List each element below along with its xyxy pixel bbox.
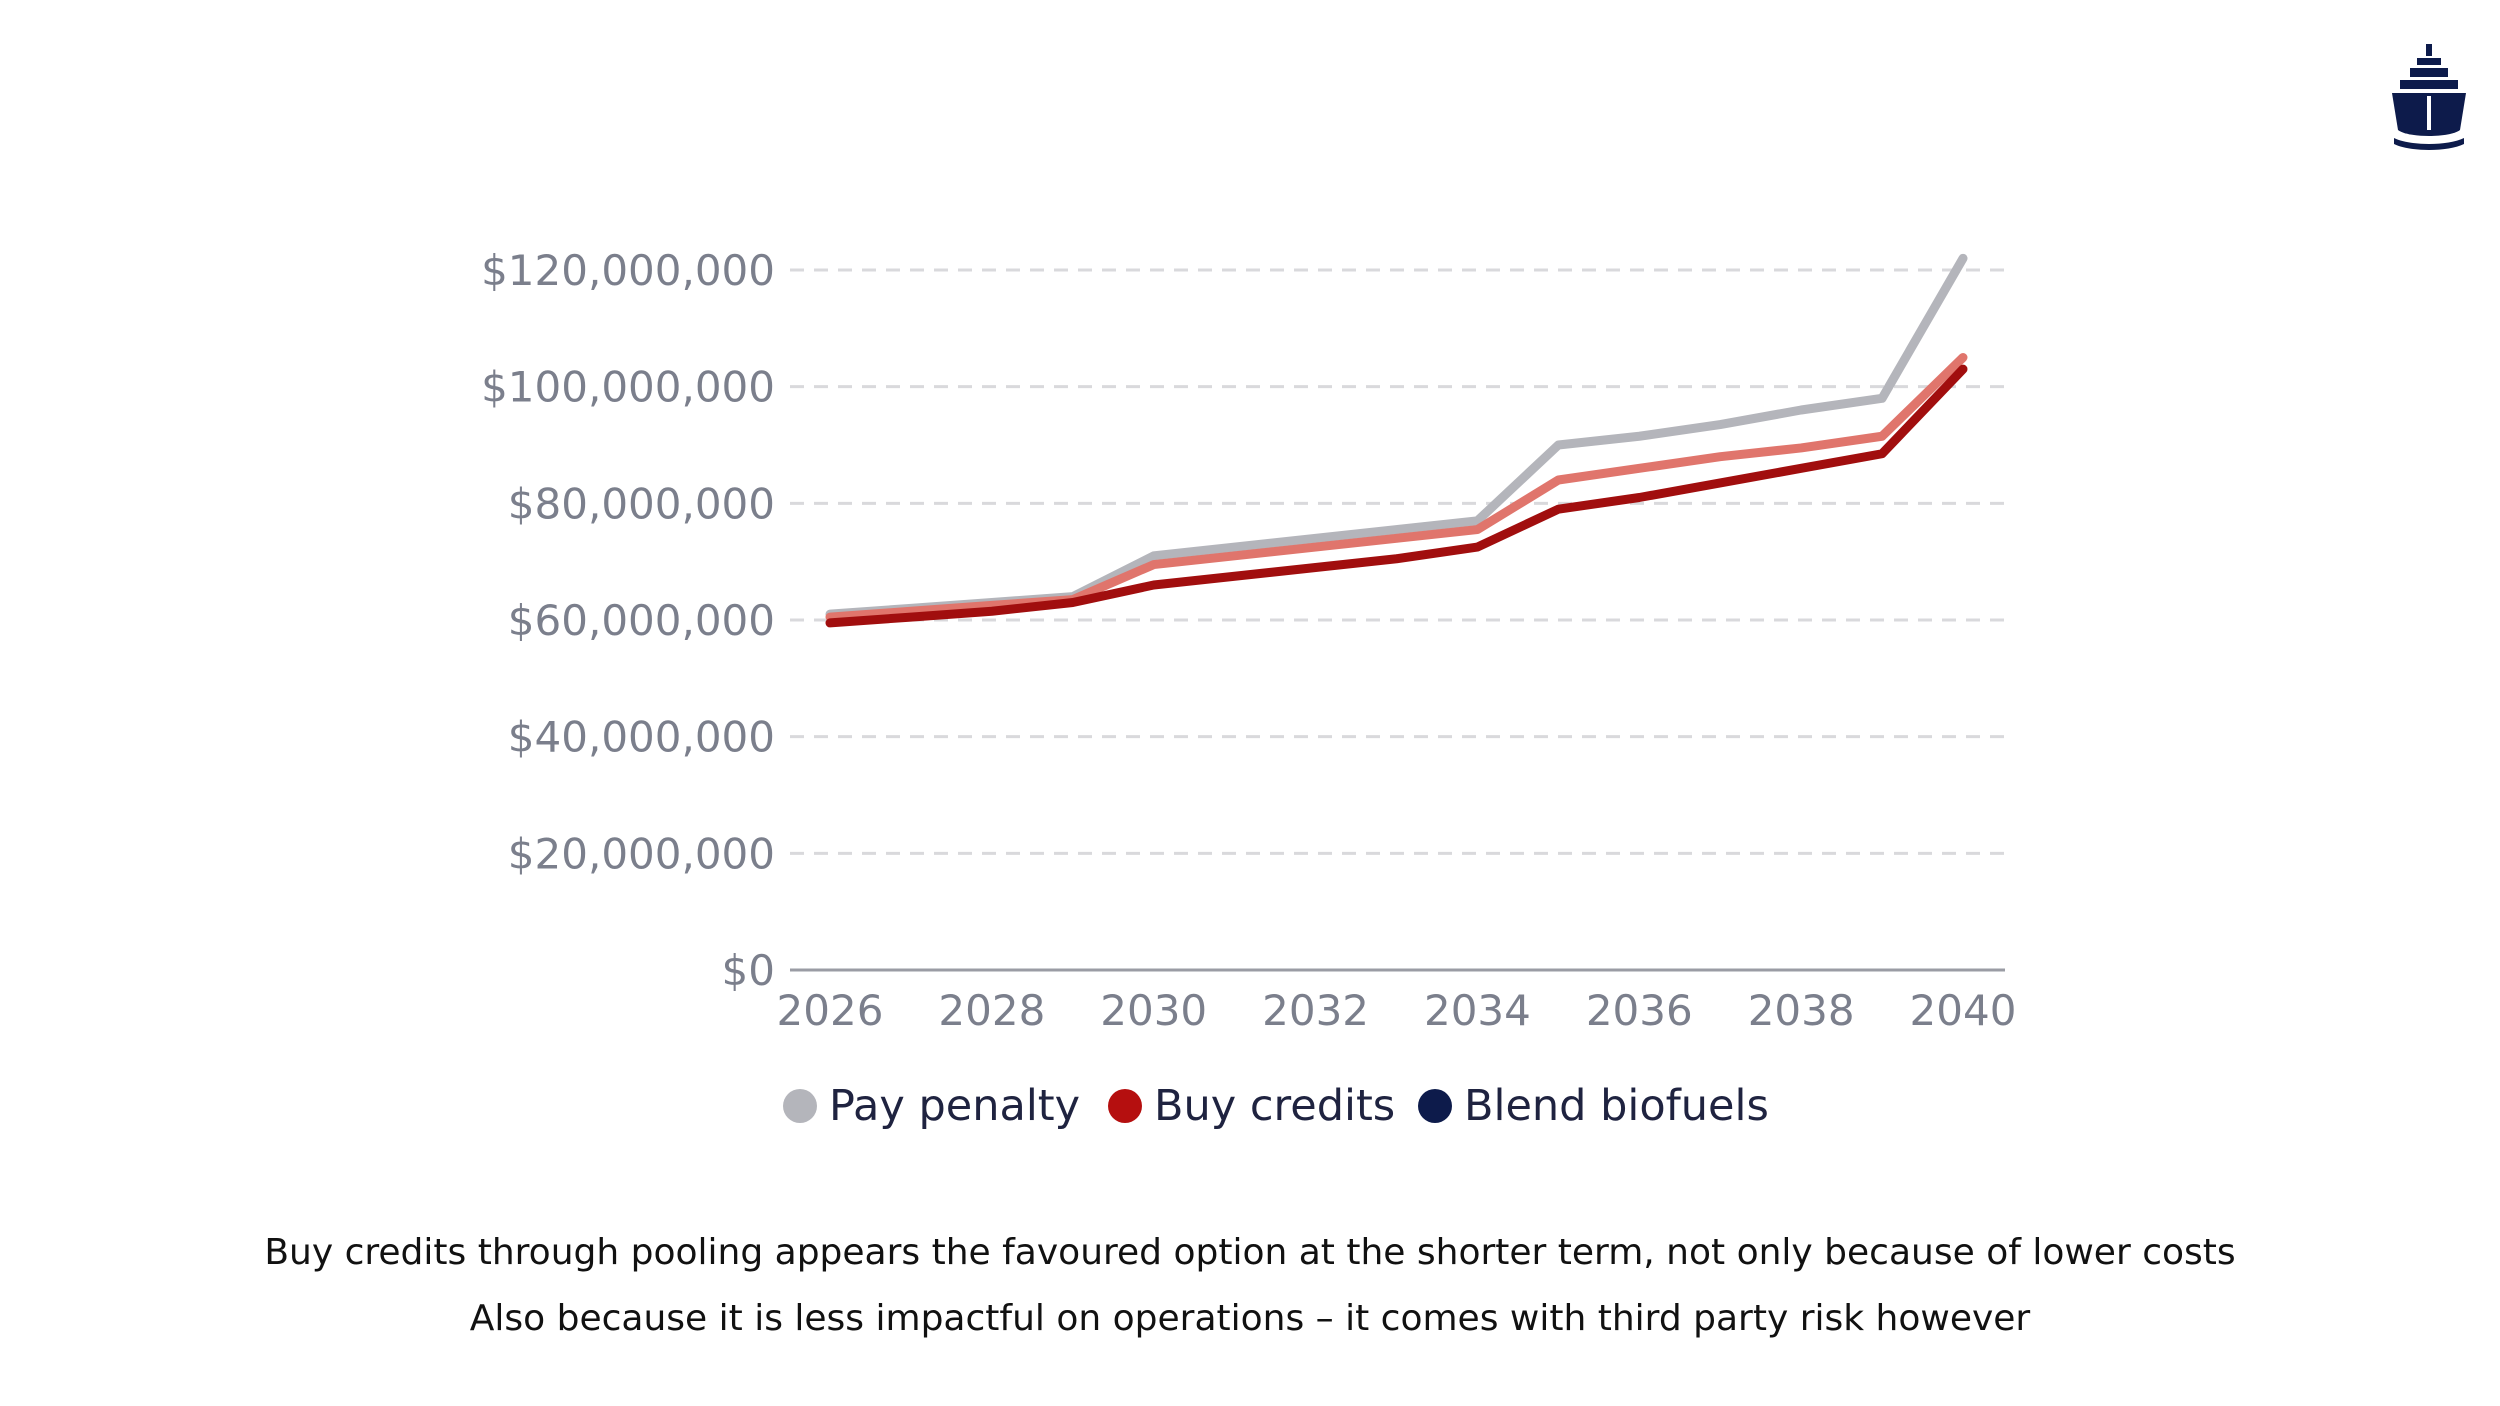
legend: Pay penalty Buy credits Blend biofuels [783,1081,1769,1131]
line-chart: $0 $20,000,000 $40,000,000 $60,000,000 $80,0… [481,246,2017,1131]
caption-line-2: Also because it is less impactful on ope… [469,1298,2031,1339]
x-axis-ticks: 2026 2028 2030 2032 2034 2036 2038 2040 [777,986,2017,1035]
legend-label: Buy credits [1154,1081,1395,1131]
series-line-buy-credits [825,353,1968,622]
x-tick-label: 2034 [1424,986,1531,1035]
y-axis-ticks: $0 $20,000,000 $40,000,000 $60,000,000 $80,0… [481,246,775,995]
y-tick-label: $100,000,000 [481,363,775,412]
legend-swatch [1108,1089,1142,1123]
ship-icon [2390,44,2468,150]
y-tick-label: $40,000,000 [508,713,775,762]
y-tick-label: $0 [722,946,775,995]
legend-item: Blend biofuels [1418,1081,1769,1131]
legend-item: Buy credits [1108,1081,1395,1131]
x-tick-label: 2030 [1100,986,1207,1035]
caption-line-1: Buy credits through pooling appears the … [264,1232,2236,1273]
y-tick-label: $80,000,000 [508,479,775,528]
legend-label: Pay penalty [829,1081,1080,1131]
series-lines [825,253,1968,628]
y-tick-label: $60,000,000 [508,596,775,645]
legend-swatch [1418,1089,1452,1123]
x-tick-label: 2036 [1586,986,1693,1035]
x-tick-label: 2026 [777,986,884,1035]
y-tick-label: $20,000,000 [508,829,775,878]
grid-lines [790,268,2005,855]
legend-swatch [783,1089,817,1123]
x-tick-label: 2040 [1910,986,2017,1035]
legend-item: Pay penalty [783,1081,1080,1131]
series-line-blend-biofuels [825,364,1968,628]
y-tick-label: $120,000,000 [481,246,775,295]
legend-label: Blend biofuels [1464,1081,1769,1131]
x-tick-label: 2032 [1262,986,1369,1035]
x-tick-label: 2028 [938,986,1045,1035]
x-tick-label: 2038 [1748,986,1855,1035]
